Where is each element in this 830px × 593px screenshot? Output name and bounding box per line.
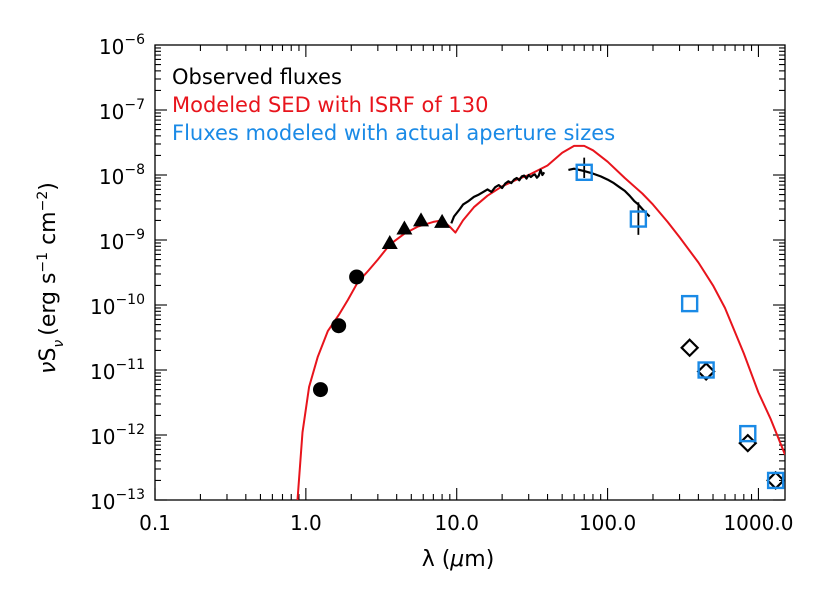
data-point-square xyxy=(575,163,593,182)
data-point-triangle xyxy=(381,234,398,249)
observed-spectrum-line xyxy=(450,168,546,224)
data-point-circle xyxy=(349,269,365,285)
x-tick-label: 1000.0 xyxy=(723,511,793,535)
y-tick-label: 10−7 xyxy=(99,97,145,124)
data-point-square xyxy=(629,210,648,228)
plot-area: 0.1 1.0 10.0 100.0 1000.0 10−13 10−12 10−11 10−1… xyxy=(90,32,793,535)
data-point-triangle xyxy=(413,212,430,227)
legend-entry: Observed fluxes xyxy=(172,65,342,89)
y-tick-label: 10−13 xyxy=(90,487,145,514)
data-point-circle xyxy=(331,318,347,334)
data-point-diamond xyxy=(680,338,700,358)
x-tick-label: 1.0 xyxy=(290,511,322,535)
data-point-triangle xyxy=(434,213,451,228)
plot-frame xyxy=(154,44,786,501)
legend-entry: Fluxes modeled with actual aperture size… xyxy=(172,121,615,145)
data-point-square xyxy=(766,471,785,490)
y-tick-label: 10−8 xyxy=(99,162,145,189)
x-tick-label: 10.0 xyxy=(434,511,479,535)
data-point-diamond xyxy=(738,433,758,453)
y-tick-label: 10−11 xyxy=(90,357,145,384)
data-point-square xyxy=(697,361,715,379)
data-point-diamond xyxy=(696,361,716,382)
data-point-square xyxy=(680,294,699,313)
data-point-square xyxy=(739,424,757,443)
data-layer xyxy=(296,144,785,500)
model-line xyxy=(296,144,785,500)
y-tick-label: 10−10 xyxy=(90,292,145,319)
data-point-triangle xyxy=(396,220,413,235)
x-tick-label: 0.1 xyxy=(139,511,171,535)
svg-text:νSν(erg s−1 cm−2): νSν(erg s−1 cm−2) xyxy=(35,182,67,374)
legend-entry: Modeled SED with ISRF of 130 xyxy=(172,93,489,117)
x-tick-label: 100.0 xyxy=(579,511,636,535)
y-tick-label: 10−9 xyxy=(99,227,145,254)
observed-far-ir-line xyxy=(568,167,651,218)
y-tick-label: 10−6 xyxy=(99,32,145,59)
legend: Observed fluxes Modeled SED with ISRF of … xyxy=(172,65,615,145)
x-axis-title: λ (μm) xyxy=(422,547,495,572)
data-point-circle xyxy=(312,382,328,398)
y-tick-label: 10−12 xyxy=(90,422,145,449)
y-axis-title: νSν(erg s−1 cm−2) xyxy=(35,182,67,374)
